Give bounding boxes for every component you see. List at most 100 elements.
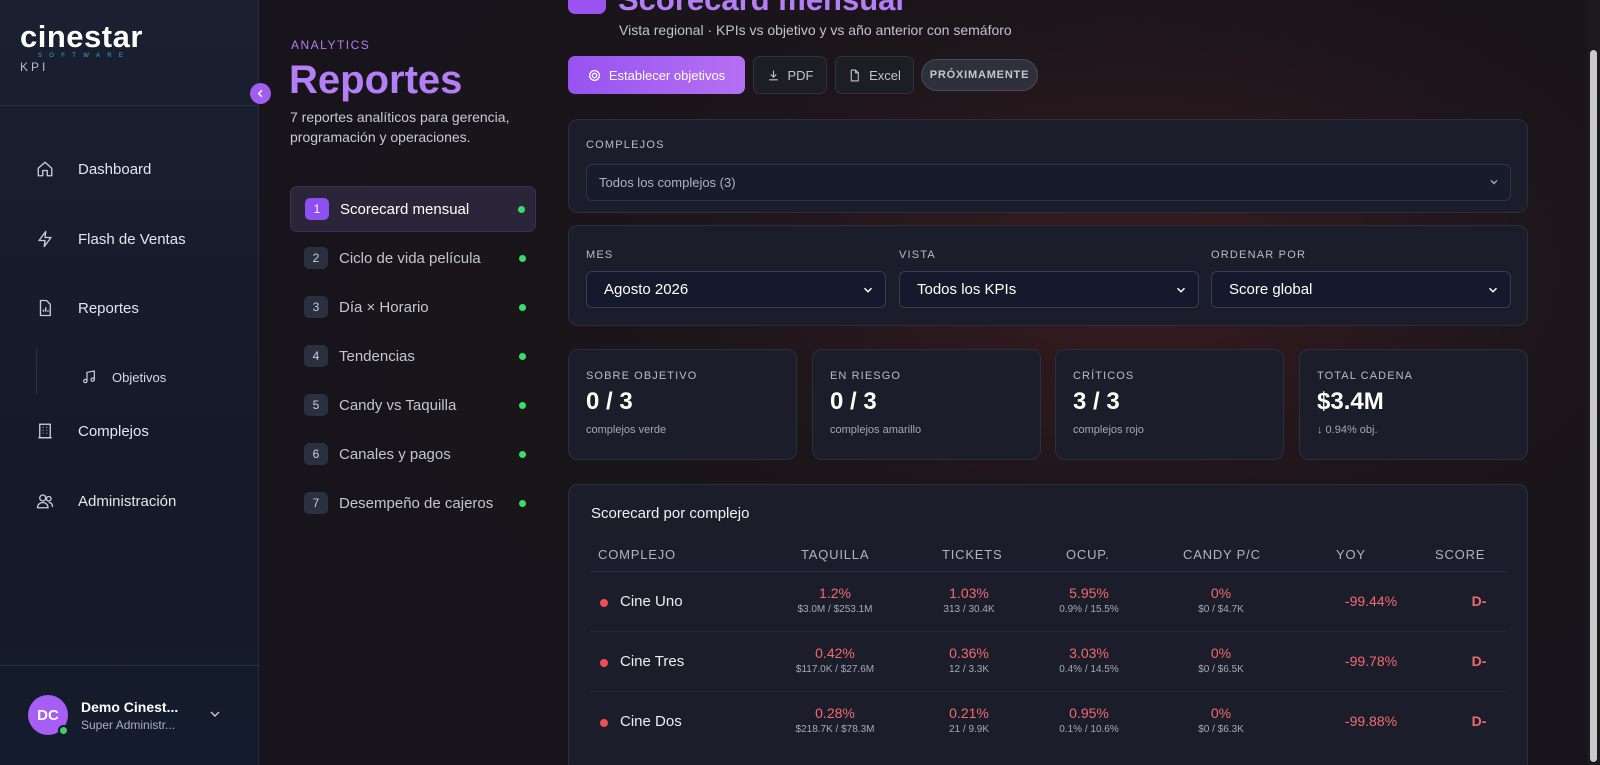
file-icon (848, 69, 861, 82)
column-header-complejo[interactable]: COMPLEJO (598, 547, 676, 562)
status-dot (519, 401, 526, 409)
table-title: Scorecard por complejo (591, 505, 750, 522)
export-excel-button[interactable]: Excel (835, 56, 914, 94)
column-header-candy[interactable]: CANDY P/C (1183, 547, 1261, 562)
kpi-sub: complejos verde (586, 424, 667, 436)
ocup-cell: 3.03% 0.4% / 14.5% (1029, 645, 1149, 675)
report-label: Ciclo de vida película (339, 249, 481, 267)
collapse-sidebar-button[interactable] (250, 83, 271, 104)
scrollbar-thumb[interactable] (1590, 50, 1597, 762)
scorecard-table-panel: Scorecard por complejo COMPLEJO TAQUILLA… (568, 484, 1528, 765)
taquilla-pct: 1.2% (819, 585, 851, 601)
status-dot (519, 499, 526, 507)
complejo-name: Cine Dos (620, 713, 682, 730)
page-description: 7 reportes analíticos para gerencia, pro… (290, 109, 510, 145)
complejos-value: Todos los complejos (3) (599, 175, 736, 190)
vista-select[interactable]: Todos los KPIs (899, 271, 1199, 308)
report-label: Canales y pagos (339, 445, 451, 463)
report-item-candy-taquilla[interactable]: 5 Candy vs Taquilla (290, 382, 536, 428)
tickets-pct: 0.36% (949, 645, 989, 661)
taquilla-cell: 0.28% $218.7K / $78.3M (775, 705, 895, 735)
complejo-name: Cine Tres (620, 653, 685, 670)
report-label: Scorecard mensual (340, 200, 470, 218)
kpi-card-sobre-objetivo: SOBRE OBJETIVO 0 / 3 complejos verde (568, 349, 797, 460)
taquilla-pct: 0.28% (815, 705, 855, 721)
bolt-icon (35, 229, 55, 249)
ordenar-select[interactable]: Score global (1211, 271, 1511, 308)
table-row[interactable]: Cine Dos 0.28% $218.7K / $78.3M 0.21% 21… (591, 692, 1506, 752)
report-item-cajeros[interactable]: 7 Desempeño de cajeros (290, 480, 536, 526)
kpi-sub: complejos amarillo (830, 424, 922, 436)
taquilla-cell: 0.42% $117.0K / $27.6M (775, 645, 895, 675)
music-note-icon (79, 367, 99, 387)
kpi-value: 0 / 3 (830, 388, 877, 415)
avatar: DC (28, 695, 69, 736)
column-header-score[interactable]: SCORE (1435, 547, 1486, 562)
user-role: Super Administr... (81, 717, 176, 732)
logo-subtitle: SOFTWARE (38, 53, 131, 59)
sidebar-item-complejos[interactable]: Complejos (35, 419, 149, 443)
tickets-detail: 21 / 9.9K (948, 724, 990, 735)
scrollbar[interactable] (1587, 0, 1600, 765)
tickets-cell: 0.36% 12 / 3.3K (909, 645, 1029, 675)
table-row[interactable]: Cine Uno 1.2% $3.0M / $253.1M 1.03% 313 … (591, 572, 1506, 632)
kpi-label: SOBRE OBJETIVO (586, 370, 698, 382)
report-number: 3 (304, 296, 328, 318)
kpi-value: 0 / 3 (586, 388, 633, 415)
taquilla-cell: 1.2% $3.0M / $253.1M (775, 585, 895, 615)
online-status-dot (58, 725, 69, 736)
column-header-taquilla[interactable]: TAQUILLA (801, 547, 870, 562)
report-item-scorecard[interactable]: 1 Scorecard mensual (290, 186, 536, 232)
sidebar-item-label: Complejos (78, 422, 149, 440)
report-number: 1 (305, 198, 329, 220)
ocup-detail: 0.4% / 14.5% (1059, 664, 1119, 675)
report-item-dia-horario[interactable]: 3 Día × Horario (290, 284, 536, 330)
sidebar-item-reportes[interactable]: Reportes (35, 296, 139, 320)
status-dot (518, 205, 525, 213)
report-item-tendencias[interactable]: 4 Tendencias (290, 333, 536, 379)
report-label: Tendencias (339, 347, 415, 365)
score-value: D- (1471, 653, 1487, 669)
sidebar-item-dashboard[interactable]: Dashboard (35, 157, 151, 181)
mes-value: Agosto 2026 (604, 281, 689, 298)
export-pdf-button[interactable]: PDF (753, 56, 827, 94)
taquilla-detail: $117.0K / $27.6M (795, 664, 875, 675)
yoy-value: -99.88% (1344, 713, 1398, 729)
avatar-initials: DC (37, 706, 59, 724)
candy-pct: 0% (1210, 705, 1232, 721)
ocup-pct: 3.03% (1069, 645, 1109, 661)
tickets-cell: 0.21% 21 / 9.9K (909, 705, 1029, 735)
report-number: 7 (304, 492, 328, 514)
tickets-cell: 1.03% 313 / 30.4K (909, 585, 1029, 615)
column-header-yoy[interactable]: YOY (1336, 547, 1366, 562)
column-header-ocup[interactable]: OCUP. (1066, 547, 1110, 562)
kpi-value: 3 / 3 (1073, 388, 1120, 415)
complejos-select[interactable]: Todos los complejos (3) (586, 164, 1511, 201)
candy-cell: 0% $0 / $4.7K (1161, 585, 1281, 615)
table-row[interactable]: Cine Tres 0.42% $117.0K / $27.6M 0.36% 1… (591, 632, 1506, 692)
score-value: D- (1471, 713, 1487, 729)
column-header-tickets[interactable]: TICKETS (942, 547, 1003, 562)
user-profile[interactable]: DC Demo Cinest... Super Administr... (28, 695, 178, 736)
set-goals-button[interactable]: Establecer objetivos (568, 56, 745, 94)
candy-detail: $0 / $6.5K (1198, 664, 1244, 675)
taquilla-pct: 0.42% (815, 645, 855, 661)
report-number: 5 (304, 394, 328, 416)
sidebar-item-label: Reportes (78, 299, 139, 317)
report-number: 2 (304, 247, 328, 269)
cinestar-logo[interactable]: cinestar SOFTWARE KPI (20, 21, 143, 74)
button-label: PDF (787, 67, 814, 83)
status-dot (600, 659, 608, 667)
report-item-canales-pagos[interactable]: 6 Canales y pagos (290, 431, 536, 477)
report-item-ciclo-vida[interactable]: 2 Ciclo de vida película (290, 235, 536, 281)
chevron-down-icon (1486, 283, 1500, 301)
button-label: Establecer objetivos (608, 67, 726, 83)
chevron-down-icon[interactable] (207, 706, 223, 727)
download-icon (767, 69, 780, 82)
sidebar-subitem-objetivos[interactable]: Objetivos (79, 367, 166, 387)
status-dot (519, 303, 526, 311)
mes-select[interactable]: Agosto 2026 (586, 271, 886, 308)
sidebar-item-administracion[interactable]: Administración (35, 489, 176, 513)
sidebar-item-flash-ventas[interactable]: Flash de Ventas (35, 227, 186, 251)
candy-pct: 0% (1210, 585, 1232, 601)
